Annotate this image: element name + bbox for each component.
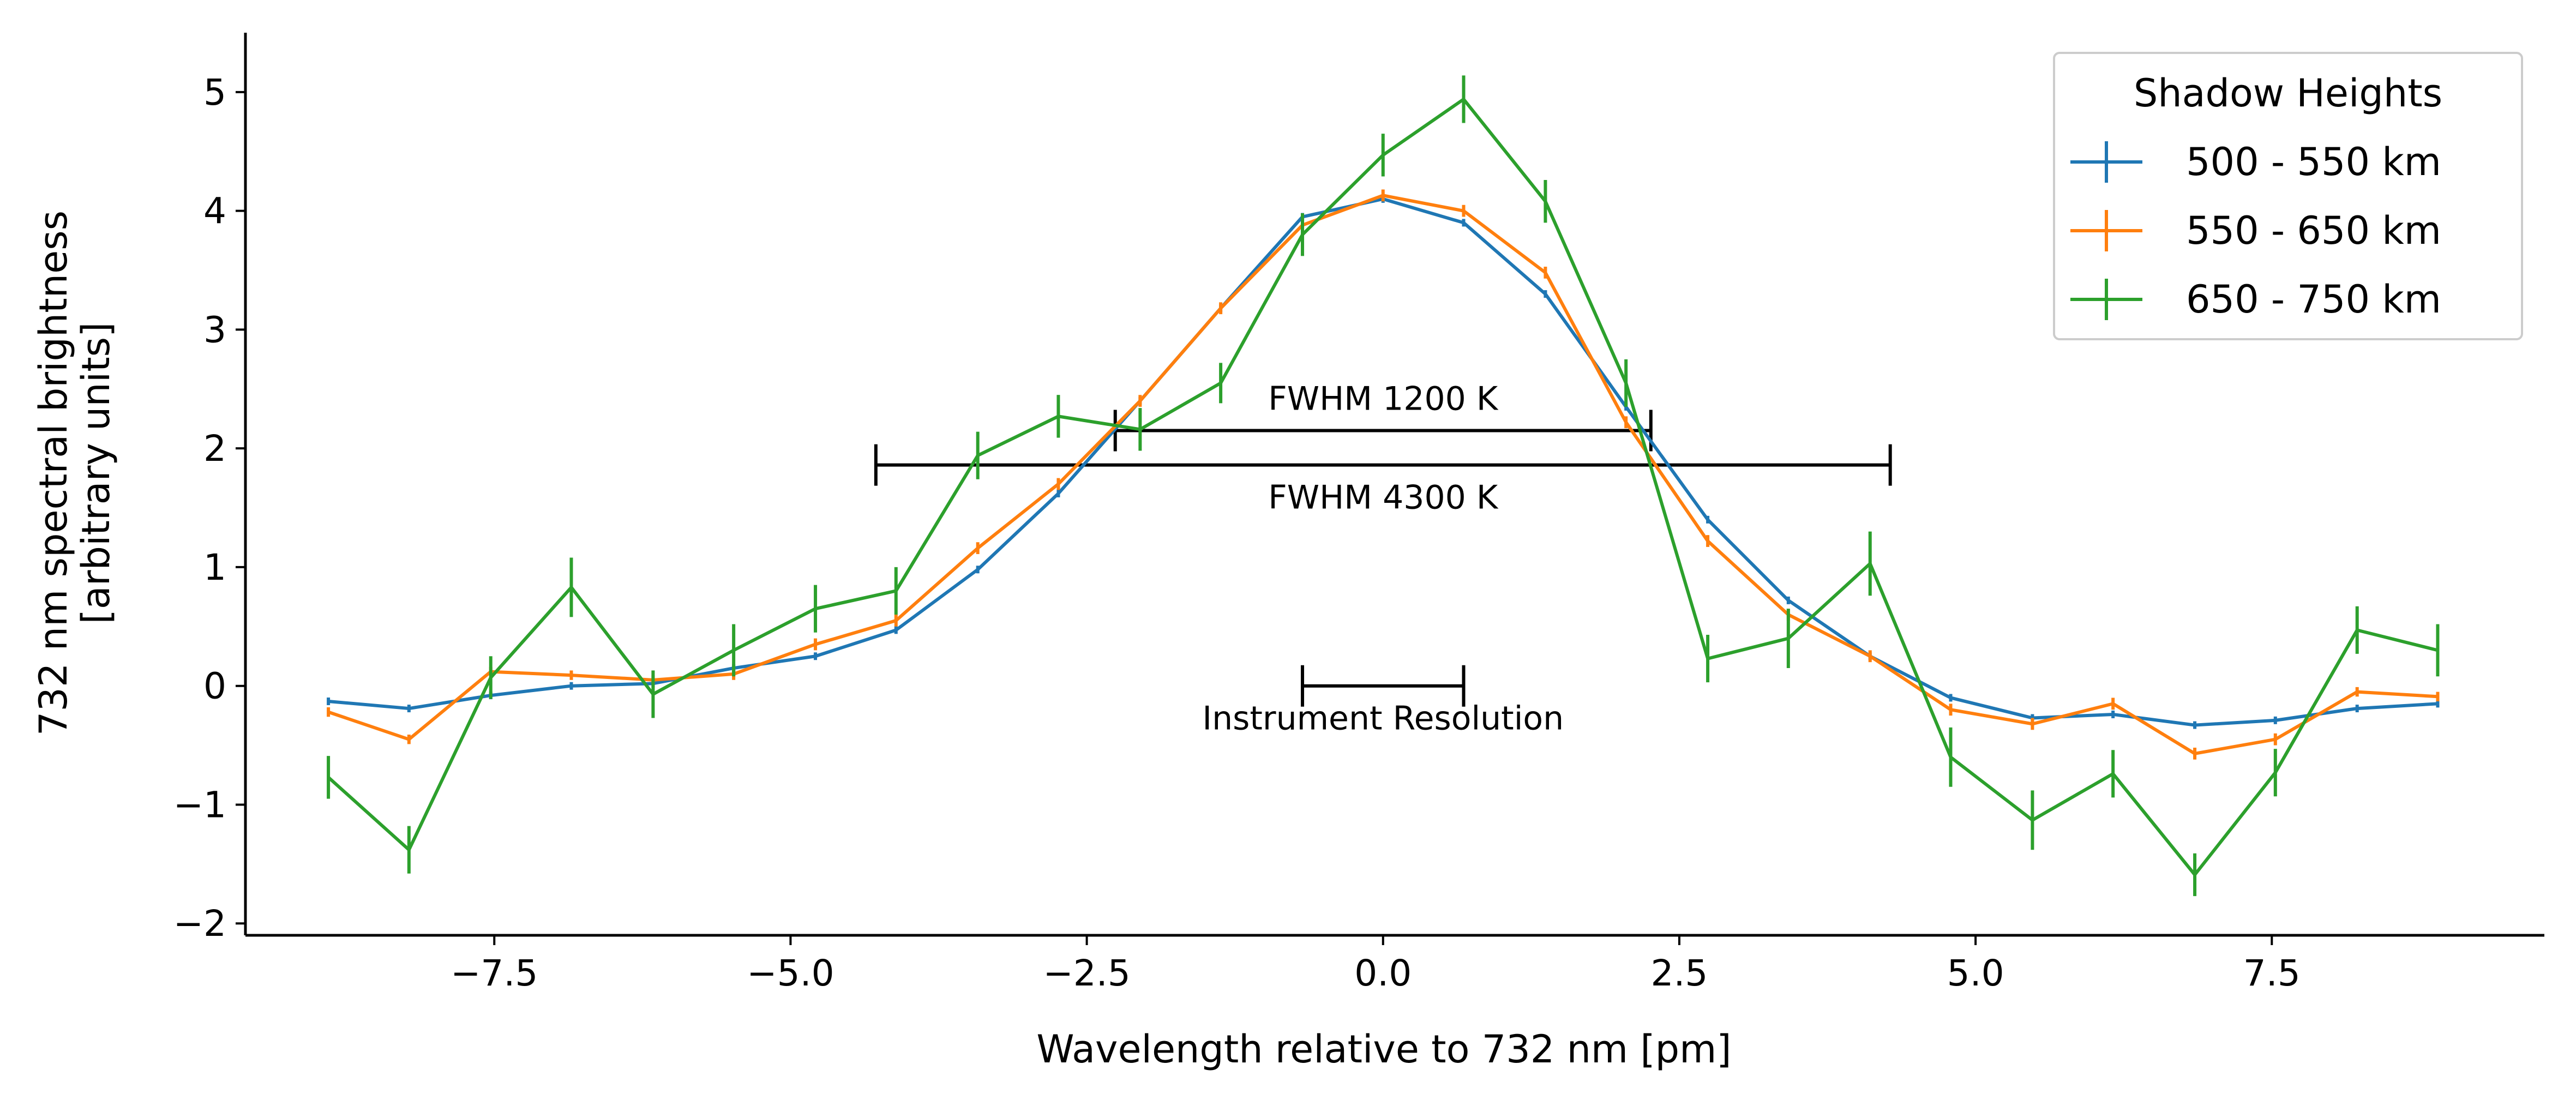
y-tick-label: 1 <box>203 546 226 588</box>
annotation-bar: Instrument Resolution <box>1202 665 1564 738</box>
x-tick-label: 0.0 <box>1354 952 1412 994</box>
annotation-label: Instrument Resolution <box>1202 700 1564 738</box>
legend: Shadow Heights 500 - 550 km 550 - 650 km 65… <box>2053 52 2523 340</box>
annotation-label: FWHM 4300 K <box>1268 479 1499 517</box>
axes: −7.5 −5.0 −2.5 0.0 2.5 5.0 7.5 −2 −1 0 1 2 3 4 5 Wavele… <box>31 33 2544 1072</box>
legend-entry: 550 - 650 km <box>2070 208 2441 253</box>
annotation-bar: FWHM 1200 K <box>1113 380 1653 452</box>
annotation-bar: FWHM 4300 K <box>874 444 1892 517</box>
y-axis-label-line-2: [arbitrary units] <box>74 322 118 624</box>
y-tick-label: 4 <box>203 190 226 232</box>
y-tick-label: 0 <box>203 665 226 707</box>
legend-label: 650 - 750 km <box>2186 277 2441 322</box>
annotations: FWHM 1200 K FWHM 4300 K Instrument Resolut… <box>874 380 1892 738</box>
legend-entry: 650 - 750 km <box>2070 277 2441 322</box>
x-tick-label: −2.5 <box>1043 952 1130 994</box>
annotation-label: FWHM 1200 K <box>1268 380 1499 418</box>
x-axis-label: Wavelength relative to 732 nm [pm] <box>1036 1027 1731 1072</box>
x-tick-label: −7.5 <box>451 952 538 994</box>
y-tick-label: −1 <box>173 784 226 826</box>
y-tick-label: −2 <box>173 903 226 945</box>
x-tick-label: −5.0 <box>747 952 834 994</box>
legend-label: 500 - 550 km <box>2186 140 2441 184</box>
x-tick-label: 2.5 <box>1650 952 1708 994</box>
y-axis-label: 732 nm spectral brightness <box>31 211 76 736</box>
y-tick-label: 5 <box>203 71 226 113</box>
legend-title: Shadow Heights <box>2134 71 2442 116</box>
series-group <box>327 75 2440 897</box>
x-tick-label: 5.0 <box>1947 952 2004 994</box>
series-2 <box>327 75 2440 897</box>
x-tick-label: 7.5 <box>2243 952 2301 994</box>
legend-label: 550 - 650 km <box>2186 208 2441 253</box>
y-tick-label: 3 <box>203 309 226 351</box>
legend-entry: 500 - 550 km <box>2070 140 2441 184</box>
y-tick-label: 2 <box>203 428 226 470</box>
legend-box <box>2053 52 2523 340</box>
